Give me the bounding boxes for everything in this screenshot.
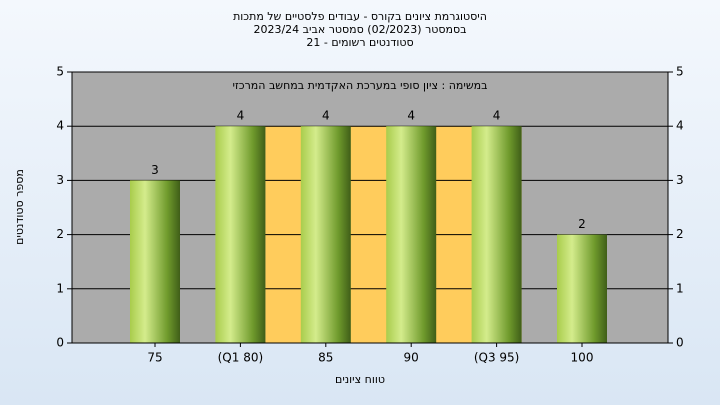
y2-tick-label: 5 xyxy=(676,65,684,79)
chart-title: היסטוגרמת ציונים בקורס - עבודים פלסטיים … xyxy=(233,10,487,23)
y-tick-label: 3 xyxy=(56,173,64,187)
y2-tick-label: 4 xyxy=(676,119,684,133)
y-tick-label: 2 xyxy=(56,227,64,241)
data-label: 4 xyxy=(493,109,501,123)
annotation: במשימה : ציון סופי במערכת האקדמית במחשב … xyxy=(233,79,488,92)
x-tick-label: (Q1 80) xyxy=(218,351,264,365)
x-tick-label: 85 xyxy=(318,351,333,365)
bar xyxy=(300,126,351,343)
x-tick-label: 75 xyxy=(147,351,162,365)
y-axis-label: מספר סטודנטים xyxy=(13,169,26,245)
y2-tick-label: 2 xyxy=(676,227,684,241)
data-label: 4 xyxy=(237,109,245,123)
bar xyxy=(557,234,607,343)
data-label: 3 xyxy=(151,163,159,177)
bar xyxy=(130,180,180,343)
data-label: 4 xyxy=(322,109,330,123)
y2-tick-label: 1 xyxy=(676,281,684,295)
y2-tick-label: 0 xyxy=(676,336,684,350)
chart-subtitle: בסמסטר (02/2023) סמסטר אביב 2023/24 xyxy=(253,23,466,36)
x-axis-label: טווח ציונים xyxy=(335,373,385,386)
y-tick-label: 4 xyxy=(56,119,64,133)
x-tick-label: 100 xyxy=(571,351,594,365)
bar xyxy=(386,126,437,343)
y-tick-label: 5 xyxy=(56,65,64,79)
chart-subtitle: סטודנטים רשומים - 21 xyxy=(306,36,413,49)
x-tick-label: (Q3 95) xyxy=(474,351,520,365)
y-tick-label: 0 xyxy=(56,336,64,350)
data-label: 4 xyxy=(407,109,415,123)
y2-tick-label: 3 xyxy=(676,173,684,187)
x-tick-label: 90 xyxy=(404,351,419,365)
bar xyxy=(471,126,522,343)
data-label: 2 xyxy=(578,217,586,231)
bar xyxy=(215,126,266,343)
y-tick-label: 1 xyxy=(56,281,64,295)
